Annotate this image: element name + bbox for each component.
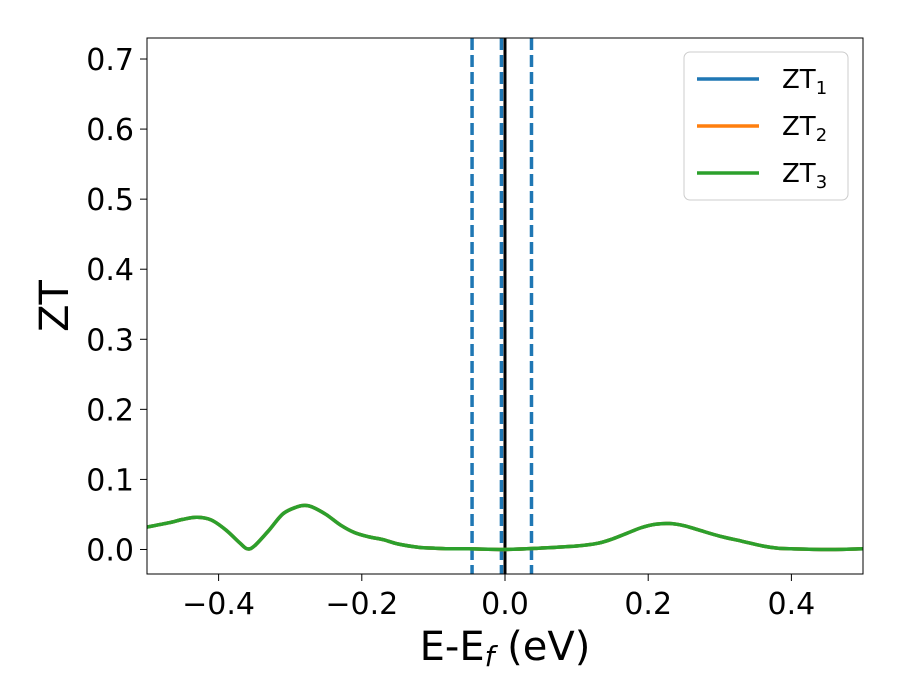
y-tick-label: 0.6 — [86, 113, 134, 148]
y-tick-label: 0.2 — [86, 393, 134, 428]
y-tick-label: 0.7 — [86, 43, 134, 78]
x-tick-label: −0.2 — [325, 587, 398, 622]
y-axis: 0.0 0.1 0.2 0.3 0.4 0.5 0.6 0.7 — [86, 43, 147, 568]
legend-box — [683, 51, 849, 201]
x-tick-label: −0.4 — [182, 587, 255, 622]
y-tick-label: 0.4 — [86, 253, 134, 288]
x-tick-label: 0.2 — [624, 587, 672, 622]
x-tick-label: 0.4 — [768, 587, 816, 622]
legend-label-2: ZT2 — [782, 112, 827, 146]
reference-lines — [470, 38, 534, 574]
x-axis-label: E-Ef (eV) — [420, 624, 591, 673]
y-tick-label: 0.3 — [86, 323, 134, 358]
y-tick-label: 0.0 — [86, 533, 134, 568]
legend-label-1: ZT1 — [782, 65, 827, 99]
y-axis-label: ZT — [32, 280, 78, 332]
y-tick-label: 0.1 — [86, 463, 134, 498]
legend: ZT1 ZT2 ZT3 — [683, 51, 849, 201]
legend-label-3: ZT3 — [782, 159, 827, 193]
series-line-3 — [147, 503, 863, 552]
series-layer — [147, 503, 863, 552]
y-tick-label: 0.5 — [86, 183, 134, 218]
x-axis: −0.4 −0.2 0.0 0.2 0.4 — [182, 574, 815, 622]
x-tick-label: 0.0 — [481, 587, 529, 622]
